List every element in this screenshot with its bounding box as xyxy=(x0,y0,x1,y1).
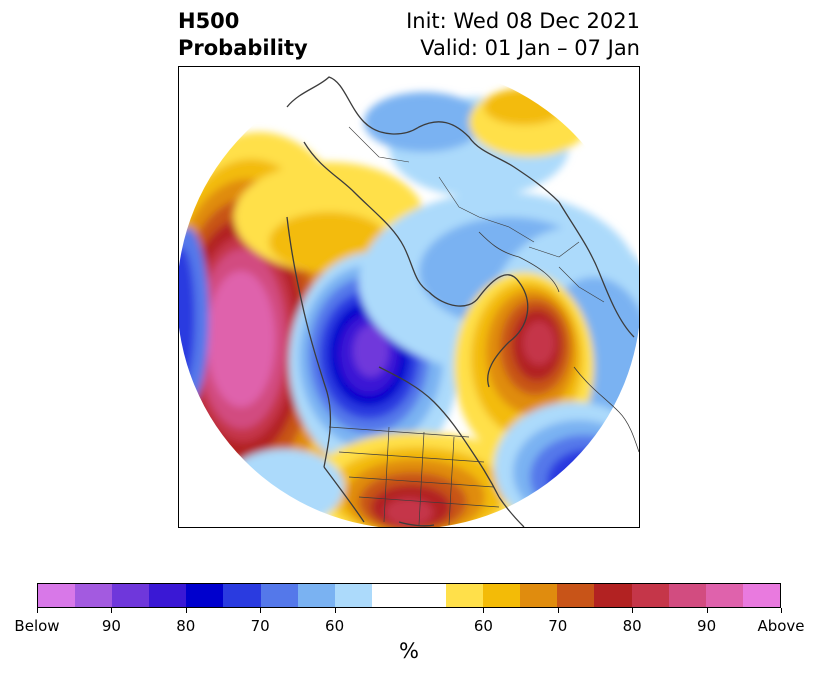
europe-coast xyxy=(558,201,635,338)
colorbar-tick-mark xyxy=(483,608,485,613)
west-edge-below-75 xyxy=(179,247,195,387)
colorbar-tick-label: 70 xyxy=(250,617,270,635)
colorbar-tick-mark xyxy=(111,608,113,613)
variable-label: H500 xyxy=(178,9,240,33)
colorbar-segment xyxy=(557,584,595,607)
greenland-coast xyxy=(428,274,529,388)
colorbar-tick-label: 60 xyxy=(325,617,345,635)
colorbar-segment xyxy=(631,584,669,607)
colorbar-tick-mark xyxy=(334,608,336,613)
colorbar-segment xyxy=(408,584,447,607)
colorbar-segment xyxy=(594,584,632,607)
siberia-coast xyxy=(303,141,430,293)
eurasia-north-coast xyxy=(286,76,560,203)
colorbar-segment xyxy=(668,584,706,607)
colorbar-tick-label: 80 xyxy=(176,617,196,635)
us-east-coast xyxy=(398,496,525,527)
us-above-85 xyxy=(385,498,433,526)
probability-map xyxy=(179,67,639,527)
map-title-left: H500 Probability xyxy=(178,8,308,62)
colorbar-segment xyxy=(446,584,484,607)
colorbar-segment xyxy=(75,584,113,607)
se-below-80 xyxy=(561,463,621,507)
colorbar-segment xyxy=(705,584,743,607)
canada-coast xyxy=(323,366,500,523)
colorbar-tick-label: 60 xyxy=(473,617,493,635)
colorbar-unit-label: % xyxy=(399,639,419,663)
land-outlines xyxy=(286,76,639,527)
colorbar-segment xyxy=(297,584,335,607)
colorbar-segment xyxy=(483,584,521,607)
product-label: Probability xyxy=(178,36,308,60)
scandinavia-coast xyxy=(478,231,560,293)
colorbar-tick-mark xyxy=(632,608,634,613)
pacific-above-95 xyxy=(207,271,275,407)
probability-shading xyxy=(179,67,639,527)
asia-below-65 xyxy=(364,92,484,152)
colorbar-tick-mark xyxy=(185,608,187,613)
colorbar-segment xyxy=(149,584,187,607)
map-panel xyxy=(178,66,640,528)
colorbar-segment xyxy=(186,584,224,607)
atlantic-above-85 xyxy=(523,321,555,365)
colorbar-tick-mark xyxy=(557,608,559,613)
se-below-75 xyxy=(547,449,631,513)
colorbar-tick-label: 90 xyxy=(101,617,121,635)
map-title-right: Init: Wed 08 Dec 2021 Valid: 01 Jan – 07… xyxy=(406,8,640,62)
us-state-borders xyxy=(328,426,500,526)
colorbar xyxy=(37,583,781,608)
colorbar-tick-label: Above xyxy=(757,617,805,635)
colorbar-segment xyxy=(260,584,298,607)
pacific-below-60 xyxy=(224,449,344,525)
init-date-label: Init: Wed 08 Dec 2021 xyxy=(406,9,640,33)
colorbar-segment xyxy=(223,584,261,607)
colorbar-segment xyxy=(371,584,409,607)
iberia-africa-coast xyxy=(573,366,639,453)
colorbar-segment xyxy=(334,584,372,607)
colorbar-segment xyxy=(520,584,558,607)
colorbar-tick-label: 80 xyxy=(622,617,642,635)
colorbar-tick-mark xyxy=(260,608,262,613)
colorbar-tick-label: 90 xyxy=(697,617,717,635)
canada-below-90 xyxy=(353,325,389,377)
country-borders xyxy=(348,126,605,303)
alaska-coast xyxy=(286,216,332,468)
colorbar-segment xyxy=(38,584,76,607)
colorbar-segment xyxy=(112,584,150,607)
colorbar-tick-label: Below xyxy=(14,617,60,635)
ne-asia-above-65 xyxy=(484,89,564,125)
colorbar-tick-label: 70 xyxy=(548,617,568,635)
colorbar-tick-mark xyxy=(706,608,708,613)
valid-range-label: Valid: 01 Jan – 07 Jan xyxy=(420,36,640,60)
colorbar-tick-mark xyxy=(37,608,38,613)
colorbar-segment xyxy=(742,584,780,607)
se-below-70 xyxy=(530,435,638,519)
colorbar-tick-mark xyxy=(781,608,782,613)
